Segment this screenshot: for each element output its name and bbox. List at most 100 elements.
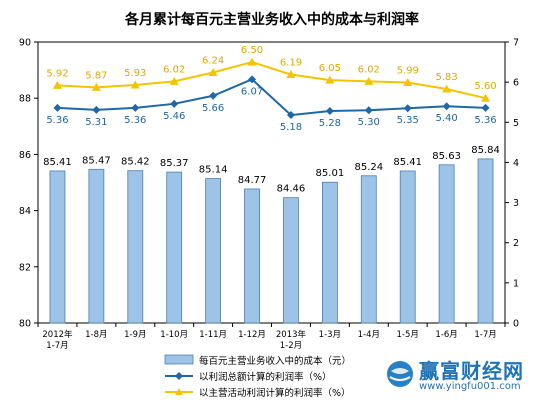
x-axis-tick-label: 1-7月 [474,330,496,340]
line-data-label: 6.50 [241,45,263,56]
line-data-label: 5.93 [124,68,146,79]
line-point [131,103,140,112]
right-axis-tick-label: 0 [513,319,519,330]
right-axis-tick-label: 4 [513,158,519,169]
x-axis-tick-label-line: 1-6月 [435,330,457,340]
line-data-label: 5.30 [358,117,380,128]
line-data-label: 5.35 [397,115,419,126]
legend-label: 以主营活动利润计算的利润率（%） [199,387,351,399]
bar [244,188,260,324]
x-axis-tick-label-line: 1-7月 [46,341,68,351]
series-line [57,78,486,117]
watermark-url: www.yingfu001.com [419,381,521,392]
x-axis-tick-label: 1-9月 [124,330,146,340]
line-data-label: 6.02 [163,64,185,75]
globe-logo-icon [387,361,413,387]
watermark-title: 赢富财经网 [419,359,524,383]
right-axis-tick-label: 5 [513,118,519,129]
x-axis-tick-label-line: 1-5月 [397,330,419,340]
bar-data-label: 84.77 [238,175,267,186]
bar-data-label: 85.63 [432,151,461,162]
line-point [364,76,374,85]
right-axis-tick-label: 6 [513,78,519,89]
bar-data-label: 85.01 [316,168,345,179]
bar [399,170,416,324]
line-data-label: 5.31 [85,117,107,128]
left-axis-tick-label: 90 [19,38,31,49]
bar-data-label: 85.14 [199,165,228,176]
line-data-label: 6.19 [280,58,302,69]
line-data-label: 5.87 [85,70,107,81]
x-axis-tick-label: 1-3月 [319,330,341,340]
legend-label: 每百元主营业务收入中的成本（元） [199,355,351,367]
bar [166,171,183,324]
left-axis-tick-label: 84 [19,206,31,217]
bar [477,158,494,324]
bar [321,181,338,324]
x-axis-tick-label: 1-12月 [238,330,266,340]
chart-title: 各月累计每百元主营业务收入中的成本与利润率 [124,11,419,28]
line-point [92,105,101,114]
line-point [208,68,218,77]
line-data-label: 5.83 [435,72,457,83]
line-data-label: 5.36 [46,115,68,126]
line-data-label: 6.02 [358,64,380,75]
bar [127,170,144,324]
line-point [442,84,452,93]
series-line [57,61,486,100]
x-axis-tick-label-line: 1-2月 [280,341,302,351]
right-axis-tick-label: 7 [513,38,519,49]
bar-data-label: 85.41 [43,157,72,168]
left-axis-tick-label: 86 [19,150,31,161]
line-point [442,102,451,111]
line-point [325,75,335,84]
x-axis-tick-label: 2013年 1-2月 [276,329,307,351]
legend-swatch-marker [175,388,183,395]
line-data-label: 6.07 [241,86,263,97]
bar [438,164,455,324]
line-point [209,91,218,100]
line-point [91,82,101,91]
line-data-label: 6.05 [319,63,341,74]
x-axis-tick-label-line: 2012年 [42,329,73,340]
left-axis-tick-label: 80 [19,319,31,330]
line-data-label: 5.92 [46,68,68,79]
x-axis-tick-label-line: 1-3月 [319,330,341,340]
bar [360,175,377,324]
x-axis-tick-label: 1-8月 [85,330,107,340]
line-point [286,70,296,79]
left-axis-tick-label: 82 [19,262,31,273]
legend-swatch-bar [164,354,194,365]
line-data-label: 5.36 [474,115,496,126]
line-point [403,78,413,87]
legend: 每百元主营业务收入中的成本（元） 以利润总额计算的利润率（%） 以主营活动利润计算的… [164,354,351,399]
line-point [481,103,490,112]
line-data-label: 5.28 [319,118,341,129]
x-axis-tick-label-line: 1-4月 [358,330,380,340]
plot-frame [37,41,506,324]
bar-data-label: 85.37 [160,158,189,169]
x-axis-tick-label: 1-6月 [435,330,457,340]
x-axis-tick-label-line: 1-11月 [199,330,227,340]
x-axis-tick-label-line: 1-9月 [124,330,146,340]
x-axis-tick-label-line: 1-7月 [474,330,496,340]
line-point [130,80,140,89]
line-data-label: 5.46 [163,111,185,122]
line-data-label: 5.99 [397,66,419,77]
line-data-label: 5.18 [280,122,302,133]
x-axis-tick-label: 1-4月 [358,330,380,340]
x-axis-tick-label: 2012年 1-7月 [42,329,73,351]
legend-label: 以利润总额计算的利润率（%） [199,371,332,383]
bar-data-label: 85.24 [354,162,383,173]
line-point [248,75,257,84]
x-axis-tick-label-line: 2013年 [276,329,307,340]
bar [88,168,105,324]
line-point [169,76,179,85]
line-point [52,80,62,89]
bar [49,170,66,324]
watermark: 赢富财经网 www.yingfu001.com [385,355,535,399]
legend-swatch-marker [175,372,183,380]
x-axis-tick-label-line: 1-10月 [160,330,188,340]
right-axis-tick-label: 2 [513,238,519,249]
